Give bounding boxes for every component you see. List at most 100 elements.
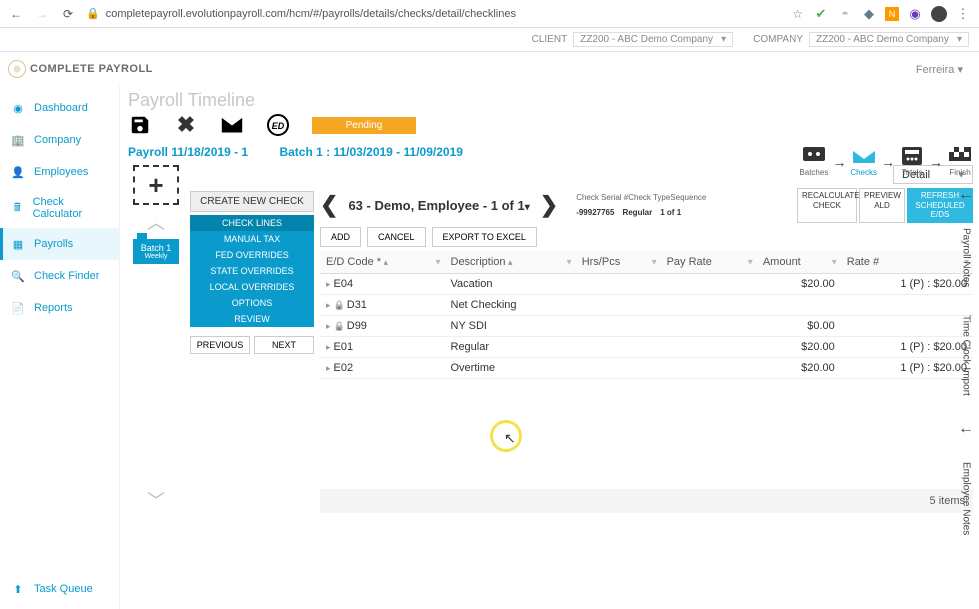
star-icon[interactable]: ☆ (792, 7, 803, 21)
col-amount[interactable]: Amount▾ (757, 251, 841, 274)
sidebar-item-dashboard[interactable]: ◉Dashboard (0, 92, 119, 124)
save-button[interactable] (128, 113, 152, 137)
check-nav-fed-overrides[interactable]: FED OVERRIDES (190, 247, 314, 263)
ext-icon-4[interactable]: N (885, 7, 899, 21)
table-row[interactable]: E02Overtime$20.001 (P) : $20.00 (320, 357, 973, 378)
check-nav-check-lines[interactable]: CHECK LINES (190, 215, 314, 231)
cancel-button[interactable]: CANCEL (367, 227, 426, 247)
previous-button[interactable]: PREVIOUS (190, 336, 250, 354)
company-select[interactable]: ZZ200 - ABC Demo Company (809, 32, 969, 47)
sidebar-label: Check Calculator (33, 196, 109, 220)
batch-column: + ︿ Batch 1 Weekly ﹀ (128, 165, 184, 513)
ext-icon-5[interactable]: ◉ (907, 6, 923, 22)
client-label: CLIENT (532, 34, 568, 45)
check-nav-state-overrides[interactable]: STATE OVERRIDES (190, 263, 314, 279)
task-queue-link[interactable]: ⬆ Task Queue (0, 573, 120, 605)
rail-collapse-arrow[interactable]: ← (958, 186, 974, 204)
task-queue-label: Task Queue (34, 583, 93, 595)
preview-button[interactable]: PREVIEW ALD (859, 188, 905, 223)
table-row[interactable]: D99NY SDI$0.00 (320, 315, 973, 336)
next-button[interactable]: NEXT (254, 336, 314, 354)
user-menu[interactable]: Ferreira ▾ (916, 63, 971, 76)
add-button[interactable]: ADD (320, 227, 361, 247)
forward-button[interactable]: → (34, 6, 50, 22)
page-title: Payroll Timeline (128, 90, 973, 111)
batch-name: Batch 1 (141, 243, 172, 253)
table-actions: ADD CANCEL EXPORT TO EXCEL (320, 227, 973, 247)
calculator-icon (899, 146, 925, 166)
header-actions: RECALCULATE CHECK PREVIEW ALD REFRESH SC… (797, 188, 973, 223)
rail-timeclock-import[interactable]: Time Clock Import (961, 311, 972, 400)
sidebar-label: Employees (34, 166, 88, 178)
rail-payroll-notes[interactable]: Payroll Notes (961, 224, 972, 291)
back-button[interactable]: ← (8, 6, 24, 22)
sidebar-label: Reports (34, 302, 73, 314)
sidebar-label: Company (34, 134, 81, 146)
menu-icon[interactable]: ⋮ (955, 6, 971, 22)
ext-icon-1[interactable]: ✔ (813, 6, 829, 22)
svg-text:ED: ED (272, 121, 285, 131)
add-batch-button[interactable]: + (133, 165, 179, 205)
email-button[interactable] (220, 113, 244, 137)
batch-sub: Weekly (135, 253, 177, 260)
sidebar-item-reports[interactable]: 📄 Reports (0, 292, 119, 324)
rail-employee-notes[interactable]: Employee Notes (961, 458, 972, 539)
logo-text: COMPLETE PAYROLL (30, 63, 153, 75)
right-rail: ← Payroll Notes Time Clock Import ← Empl… (953, 186, 979, 540)
col-hrs-pcs[interactable]: Hrs/Pcs▾ (576, 251, 661, 274)
calc-icon: 🖩 (10, 200, 25, 216)
wf-totals[interactable]: Totals (899, 146, 925, 177)
table-row[interactable]: D31Net Checking (320, 294, 973, 315)
next-employee[interactable]: ❯ (540, 192, 558, 218)
check-nav-local-overrides[interactable]: LOCAL OVERRIDES (190, 279, 314, 295)
batch-crumb[interactable]: Batch 1 : 11/03/2019 - 11/09/2019 (279, 145, 462, 159)
table-row[interactable]: E01Regular$20.001 (P) : $20.00 (320, 336, 973, 357)
col-description[interactable]: Description▾ (445, 251, 576, 274)
recalculate-button[interactable]: RECALCULATE CHECK (797, 188, 857, 223)
sidebar-item-company[interactable]: 🏢Company (0, 124, 119, 156)
col-pay-rate[interactable]: Pay Rate▾ (661, 251, 757, 274)
wf-batches[interactable]: Batches (799, 146, 828, 177)
checks-icon (851, 146, 877, 166)
batch-up[interactable]: ︿ (147, 209, 165, 235)
sidebar-item-check-finder[interactable]: 🔍Check Finder (0, 260, 119, 292)
main-content: Payroll Timeline ✖ ED Pending Payroll 11… (120, 86, 979, 609)
sidebar-item-employees[interactable]: 👤Employees (0, 156, 119, 188)
check-nav-review[interactable]: REVIEW (190, 311, 314, 327)
check-nav-manual-tax[interactable]: MANUAL TAX (190, 231, 314, 247)
batch-card[interactable]: Batch 1 Weekly (133, 239, 179, 264)
lock-icon: 🔒 (86, 7, 100, 20)
batch-down[interactable]: ﹀ (147, 487, 165, 513)
gauge-icon: ◉ (10, 100, 26, 116)
export-button[interactable]: EXPORT TO EXCEL (432, 227, 537, 247)
sidebar-item-payrolls[interactable]: ▦Payrolls (0, 228, 119, 260)
rail-arrow-2[interactable]: ← (958, 420, 974, 438)
sidebar-label: Payrolls (34, 238, 73, 250)
create-check-button[interactable]: CREATE NEW CHECK (190, 191, 314, 212)
doc-icon: 📄 (10, 300, 26, 316)
reload-button[interactable]: ⟳ (60, 6, 76, 22)
employee-nav: ❮ 63 - Demo, Employee - 1 of 1 ❯ (320, 192, 558, 218)
check-nav-options[interactable]: OPTIONS (190, 295, 314, 311)
col-e-d-code-[interactable]: E/D Code *▾ (320, 251, 445, 274)
table-row[interactable]: E04Vacation$20.001 (P) : $20.00 (320, 273, 973, 294)
ed-button[interactable]: ED (266, 113, 290, 137)
sidebar-item-check-calculator[interactable]: 🖩 Check Calculator (0, 188, 119, 228)
employee-title[interactable]: 63 - Demo, Employee - 1 of 1 (348, 198, 529, 213)
prev-employee[interactable]: ❮ (320, 192, 338, 218)
url-text: completepayroll.evolutionpayroll.com/hcm… (106, 8, 516, 20)
client-select[interactable]: ZZ200 - ABC Demo Company (573, 32, 733, 47)
url-bar[interactable]: 🔒 completepayroll.evolutionpayroll.com/h… (86, 7, 782, 20)
profile-avatar[interactable] (931, 6, 947, 22)
extension-icons: ✔ ◓ ◆ N ◉ ⋮ (813, 6, 971, 22)
payroll-crumb[interactable]: Payroll 11/18/2019 - 1 (128, 145, 248, 159)
delete-button[interactable]: ✖ (174, 113, 198, 137)
gear-icon (801, 146, 827, 166)
wf-finish[interactable]: Finish (947, 146, 973, 177)
workflow-steps: Batches → Checks → Totals → Finish (799, 146, 973, 177)
browser-chrome: ← → ⟳ 🔒 completepayroll.evolutionpayroll… (0, 0, 979, 28)
check-lines-table: E/D Code *▾Description▾Hrs/Pcs▾Pay Rate▾… (320, 251, 973, 379)
ext-icon-2[interactable]: ◓ (837, 6, 853, 22)
ext-icon-3[interactable]: ◆ (861, 6, 877, 22)
wf-checks[interactable]: Checks (850, 146, 877, 177)
